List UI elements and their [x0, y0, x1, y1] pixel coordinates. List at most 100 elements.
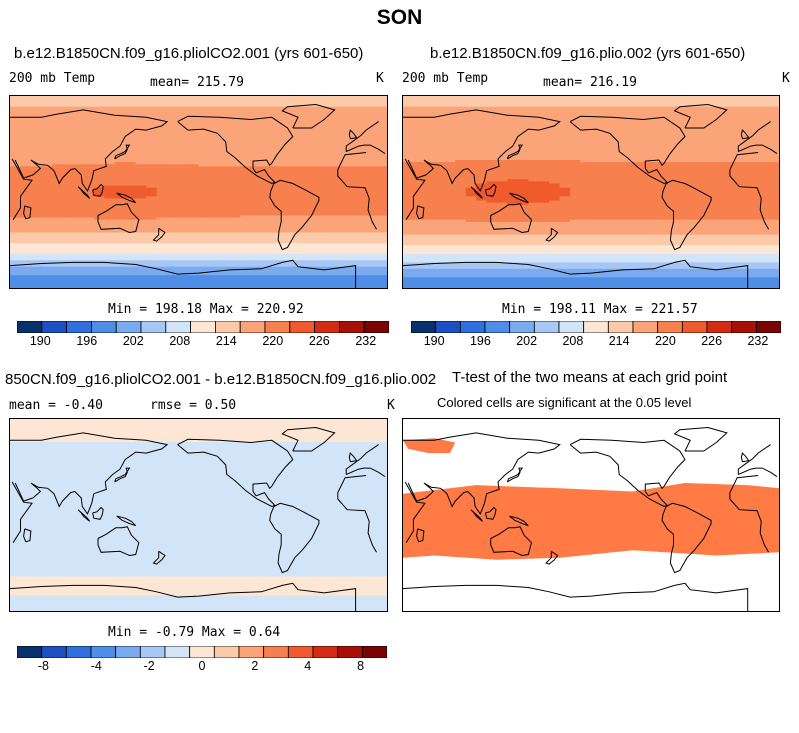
- field-cell: [403, 162, 415, 165]
- field-cell: [366, 213, 378, 217]
- field-cell: [188, 206, 200, 210]
- field-cell: [591, 153, 603, 157]
- field-cell: [83, 179, 95, 182]
- field-cell: [146, 179, 158, 182]
- field-cell: [434, 140, 446, 144]
- field-cell: [674, 138, 686, 142]
- field-cell: [72, 219, 84, 223]
- field-cell: [538, 98, 550, 101]
- field-cell: [366, 236, 378, 240]
- field-cell: [376, 277, 387, 281]
- field-cell: [366, 251, 378, 255]
- field-cell: [208, 243, 221, 246]
- field-cell: [376, 174, 387, 178]
- field-cell: [355, 232, 367, 236]
- panel1-stats: Min = 198.18 Max = 220.92: [108, 302, 304, 317]
- field-cell: [156, 215, 168, 219]
- field-cell: [167, 151, 179, 155]
- field-cell: [177, 226, 189, 229]
- field-cell: [198, 138, 210, 142]
- field-cell: [146, 155, 158, 159]
- field-cell: [208, 226, 221, 229]
- field-cell: [549, 187, 561, 191]
- field-cell: [685, 168, 697, 172]
- field-cell: [261, 172, 273, 176]
- field-cell: [476, 104, 488, 108]
- field-cell: [355, 285, 367, 288]
- field-cell: [455, 164, 467, 167]
- field-cell: [643, 96, 655, 99]
- field-cell: [146, 134, 158, 138]
- field-cell: [528, 123, 540, 127]
- field-cell: [198, 166, 210, 170]
- field-cell: [376, 160, 387, 163]
- field-cell: [653, 106, 665, 110]
- field-cell: [355, 164, 367, 167]
- field-cell: [208, 277, 221, 281]
- field-cell: [51, 238, 63, 242]
- field-cell: [705, 147, 717, 150]
- field-cell: [705, 149, 717, 153]
- field-cell: [434, 145, 446, 148]
- field-cell: [538, 187, 550, 191]
- field-cell: [570, 196, 582, 199]
- field-cell: [208, 283, 221, 287]
- field-cell: [167, 166, 179, 170]
- field-cell: [198, 98, 210, 101]
- field-cell: [114, 170, 126, 174]
- field-cell: [167, 198, 179, 202]
- field-cell: [622, 100, 634, 103]
- field-cell: [611, 132, 623, 135]
- field-cell: [219, 187, 231, 191]
- field-cell: [423, 136, 435, 140]
- field-cell: [30, 264, 43, 268]
- field-cell: [208, 113, 221, 116]
- field-cell: [167, 266, 179, 270]
- field-cell: [758, 162, 770, 165]
- field-cell: [20, 179, 32, 182]
- field-cell: [685, 106, 697, 110]
- field-cell: [376, 211, 387, 214]
- field-cell: [622, 132, 634, 135]
- coastline-outline: [23, 205, 32, 220]
- field-cell: [188, 149, 200, 153]
- field-cell: [664, 149, 676, 153]
- field-cell: [240, 174, 252, 178]
- field-cell: [747, 115, 759, 118]
- field-cell: [20, 245, 32, 249]
- field-cell: [250, 181, 262, 185]
- field-cell: [476, 187, 488, 191]
- field-cell: [313, 283, 325, 287]
- field-cell: [271, 194, 283, 197]
- field-cell: [146, 106, 158, 110]
- field-cell: [51, 253, 63, 257]
- field-cell: [10, 249, 22, 253]
- field-cell: [188, 215, 200, 219]
- field-cell: [768, 170, 779, 174]
- field-cell: [250, 162, 262, 165]
- field-cell: [313, 134, 325, 138]
- field-cell: [355, 157, 367, 161]
- field-cell: [250, 256, 262, 259]
- field-cell: [271, 115, 283, 118]
- field-cell: [303, 140, 315, 144]
- field-cell: [747, 104, 759, 108]
- field-cell: [219, 198, 231, 202]
- field-cell: [51, 264, 63, 268]
- field-cell: [517, 194, 529, 197]
- field-cell: [292, 121, 304, 125]
- field-cell: [334, 251, 346, 255]
- field-cell: [188, 228, 200, 231]
- field-cell: [282, 228, 294, 231]
- field-cell: [146, 172, 158, 176]
- field-cell: [83, 140, 95, 144]
- field-cell: [104, 181, 116, 185]
- field-cell: [355, 268, 367, 272]
- field-cell: [240, 251, 252, 255]
- field-cell: [51, 100, 63, 103]
- field-cell: [240, 113, 252, 116]
- field-cell: [355, 138, 367, 142]
- field-cell: [93, 160, 105, 163]
- field-cell: [219, 215, 231, 219]
- field-cell: [250, 198, 262, 202]
